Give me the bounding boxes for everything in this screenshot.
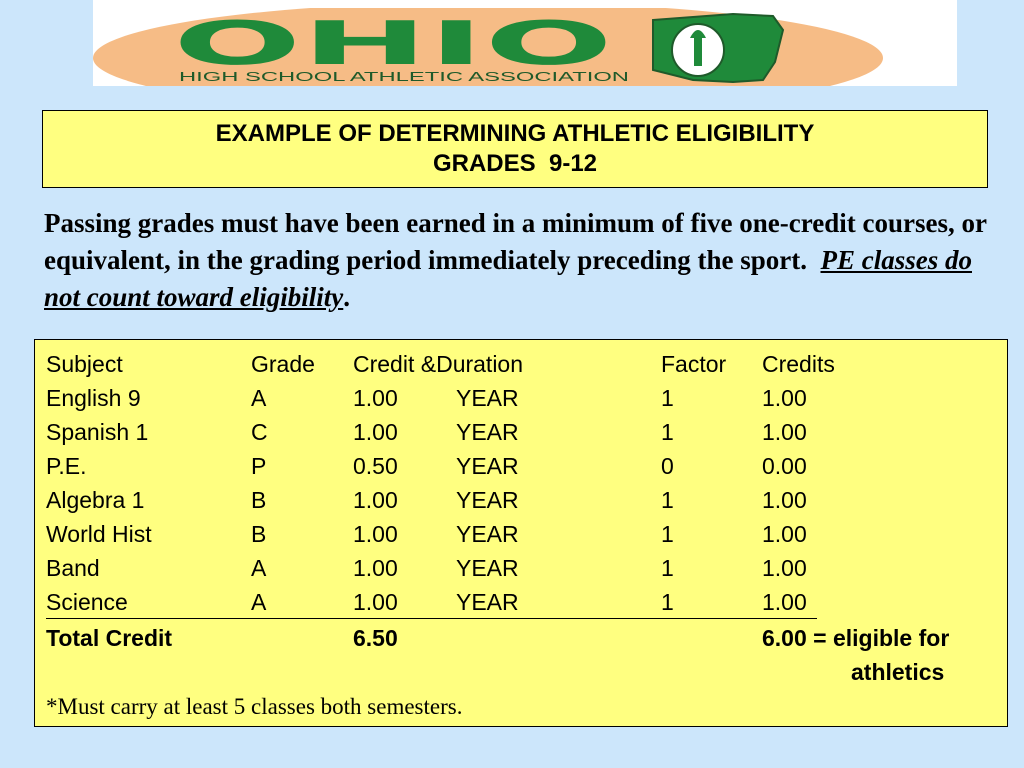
intro-sep: .	[800, 245, 821, 275]
cell-factor: 1	[661, 419, 674, 445]
cell-grade: A	[251, 385, 267, 411]
table-row: Band A 1.00 YEAR 1 1.00	[35, 551, 1007, 585]
table-row: Algebra 1 B 1.00 YEAR 1 1.00	[35, 483, 1007, 517]
total-row: Total Credit 6.50 6.00 = eligible for	[35, 621, 1007, 655]
ohsaa-logo-banner: OHIO HIGH SCHOOL ATHLETIC ASSOCIATION	[93, 0, 957, 86]
total-credits: 6.00 = eligible for	[762, 625, 950, 651]
cell-subject: P.E.	[46, 453, 87, 479]
cell-subject: Spanish 1	[46, 419, 149, 445]
cell-credit: 1.00	[353, 385, 398, 411]
cell-duration: YEAR	[456, 521, 519, 547]
footnote: *Must carry at least 5 classes both seme…	[46, 694, 463, 719]
eligibility-table: Subject Grade Credit &Duration Factor Cr…	[34, 339, 1008, 727]
cell-credit: 1.00	[353, 555, 398, 581]
svg-text:HIGH SCHOOL ATHLETIC ASSOCIATI: HIGH SCHOOL ATHLETIC ASSOCIATION	[179, 69, 629, 84]
cell-grade: A	[251, 589, 267, 615]
cell-subject: Algebra 1	[46, 487, 145, 513]
cell-credits: 1.00	[762, 419, 807, 445]
cell-credits: 1.00	[762, 589, 807, 615]
total-row-continued: athletics	[35, 655, 1007, 689]
svg-text:OHIO: OHIO	[173, 9, 613, 79]
header-credit-duration: Credit &Duration	[353, 351, 524, 377]
cell-credits: 1.00	[762, 487, 807, 513]
cell-subject: Science	[46, 589, 128, 615]
header-factor: Factor	[661, 351, 727, 377]
header-subject: Subject	[46, 351, 123, 377]
cell-subject: English 9	[46, 385, 141, 411]
cell-grade: B	[251, 521, 267, 547]
cell-factor: 1	[661, 385, 674, 411]
table-header-row: Subject Grade Credit &Duration Factor Cr…	[35, 347, 1007, 381]
table-row: English 9 A 1.00 YEAR 1 1.00	[35, 381, 1007, 415]
total-credit: 6.50	[353, 625, 398, 651]
cell-factor: 1	[661, 555, 674, 581]
cell-factor: 1	[661, 487, 674, 513]
cell-duration: YEAR	[456, 453, 519, 479]
title-box: EXAMPLE OF DETERMINING ATHLETIC ELIGIBIL…	[42, 110, 988, 188]
cell-grade: A	[251, 555, 267, 581]
cell-credit: 0.50	[353, 453, 398, 479]
cell-credits: 1.00	[762, 521, 807, 547]
cell-credits: 1.00	[762, 385, 807, 411]
cell-credits: 1.00	[762, 555, 807, 581]
intro-text: Passing grades must have been earned in …	[44, 208, 987, 275]
cell-subject: Band	[46, 555, 100, 581]
header-credits: Credits	[762, 351, 835, 377]
cell-grade: B	[251, 487, 267, 513]
intro-paragraph: Passing grades must have been earned in …	[44, 205, 1004, 316]
cell-credit: 1.00	[353, 487, 398, 513]
cell-duration: YEAR	[456, 385, 519, 411]
table-row: P.E. P 0.50 YEAR 0 0.00	[35, 449, 1007, 483]
intro-end: .	[343, 282, 351, 312]
table-row: Science A 1.00 YEAR 1 1.00	[35, 585, 1007, 619]
cell-grade: P	[251, 453, 267, 479]
cell-subject: World Hist	[46, 521, 152, 547]
table-row: Spanish 1 C 1.00 YEAR 1 1.00	[35, 415, 1007, 449]
cell-duration: YEAR	[456, 419, 519, 445]
cell-credit: 1.00	[353, 419, 398, 445]
cell-factor: 0	[661, 453, 674, 479]
cell-factor: 1	[661, 589, 674, 615]
cell-credits: 0.00	[762, 453, 807, 479]
pe-note: PE classes do not count toward eligibili…	[44, 245, 972, 312]
table-row: World Hist B 1.00 YEAR 1 1.00	[35, 517, 1007, 551]
cell-duration: YEAR	[456, 487, 519, 513]
cell-credit: 1.00	[353, 521, 398, 547]
title-line-2: GRADES 9-12	[432, 150, 598, 177]
total-credits-continued: athletics	[851, 659, 945, 685]
ohio-seal-icon	[652, 12, 785, 84]
cell-duration: YEAR	[456, 589, 519, 615]
ohsaa-logo: OHIO HIGH SCHOOL ATHLETIC ASSOCIATION	[93, 0, 957, 86]
cell-credit: 1.00	[353, 589, 398, 615]
cell-duration: YEAR	[456, 555, 519, 581]
title-line-1: EXAMPLE OF DETERMINING ATHLETIC ELIGIBIL…	[215, 120, 815, 147]
total-label: Total Credit	[46, 625, 173, 651]
cell-grade: C	[251, 419, 268, 445]
cell-factor: 1	[661, 521, 674, 547]
total-divider	[46, 618, 817, 619]
header-grade: Grade	[251, 351, 315, 377]
